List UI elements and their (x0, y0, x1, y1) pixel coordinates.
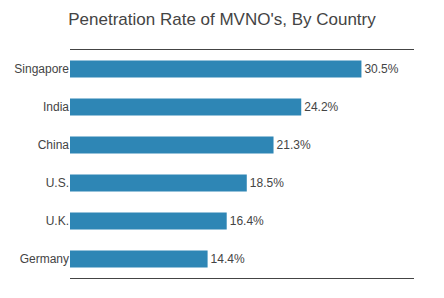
svg-text:Germany: Germany (20, 252, 69, 266)
svg-text:14.4%: 14.4% (211, 252, 245, 266)
svg-text:Singapore: Singapore (14, 62, 69, 76)
svg-text:16.4%: 16.4% (230, 214, 264, 228)
svg-text:24.2%: 24.2% (304, 100, 338, 114)
svg-text:U.K.: U.K. (46, 214, 69, 228)
svg-text:21.3%: 21.3% (277, 138, 311, 152)
svg-text:India: India (43, 100, 69, 114)
svg-text:U.S.: U.S. (46, 176, 69, 190)
svg-text:18.5%: 18.5% (250, 176, 284, 190)
svg-text:China: China (38, 138, 70, 152)
svg-text:Penetration Rate of MVNO's, By: Penetration Rate of MVNO's, By Country (68, 10, 376, 29)
svg-text:30.5%: 30.5% (364, 62, 398, 76)
